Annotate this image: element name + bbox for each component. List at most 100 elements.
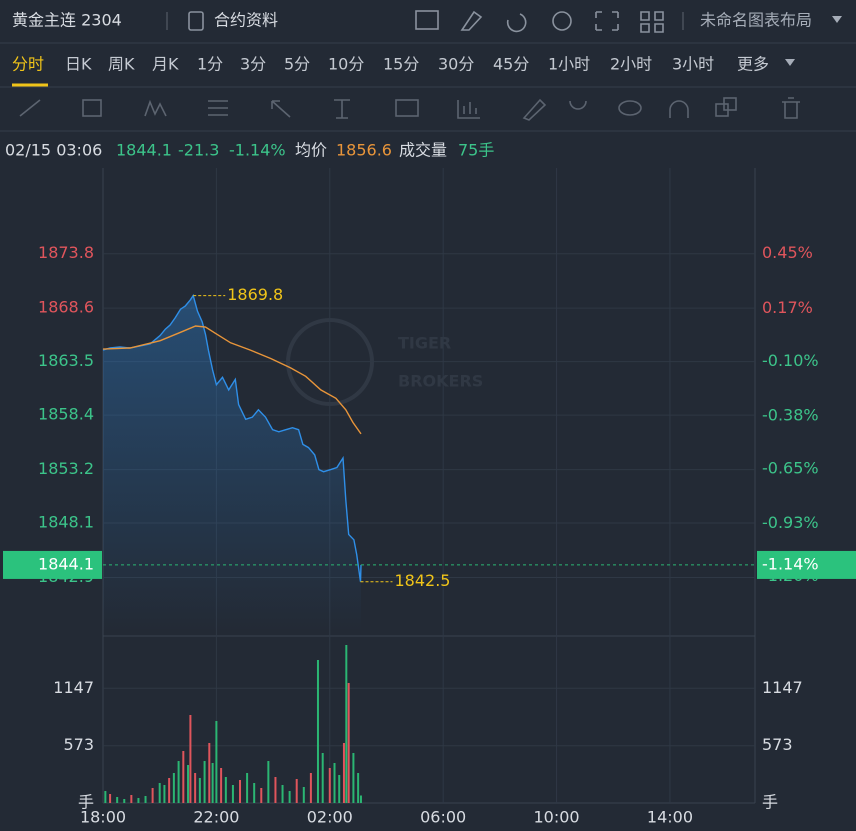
volume-bar (338, 775, 341, 803)
timeframe-tab[interactable]: 3小时 (672, 55, 714, 74)
volume-bar (215, 721, 218, 803)
volume-bar (208, 743, 211, 803)
x-tick-label: 02:00 (307, 808, 353, 827)
watermark-text: BROKERS (398, 372, 483, 391)
x-tick-label: 10:00 (534, 808, 580, 827)
icon[interactable] (460, 10, 483, 31)
y2-tick-label: 0.45% (762, 243, 813, 262)
icon[interactable] (415, 10, 439, 30)
y2-tick-label: -0.93% (762, 513, 819, 532)
timeframe-tab[interactable]: 月K (152, 55, 179, 74)
tool-icon[interactable] (334, 99, 350, 119)
tool-icon[interactable] (395, 99, 419, 117)
volume-bar (194, 773, 197, 803)
y-tick-label: 1868.6 (38, 298, 94, 317)
volume-bar (104, 791, 107, 803)
y2-tick-label: -0.38% (762, 405, 819, 424)
dropdown-arrow[interactable] (785, 59, 795, 66)
volume-bar (151, 788, 154, 803)
volume-bar (246, 773, 249, 803)
volume-bar (333, 763, 336, 803)
tool-icon[interactable] (669, 100, 689, 118)
volume-bar (288, 791, 291, 803)
y-tick-label: 1858.4 (38, 405, 94, 424)
timeframe-tab[interactable]: 5分 (284, 55, 310, 74)
top-icons (415, 10, 664, 33)
timeframe-tab[interactable]: 1小时 (548, 55, 590, 74)
instrument-title: 黄金主连 2304 (12, 11, 122, 30)
volume-unit: 手 (762, 793, 778, 812)
tool-icon[interactable] (19, 99, 41, 117)
last-pct-tag (757, 550, 856, 579)
volume-bar (177, 761, 180, 803)
tool-icon[interactable] (782, 97, 800, 119)
annotation-label: 1842.5 (394, 571, 450, 590)
timeframe-tab[interactable]: 分时 (12, 55, 44, 74)
timeframe-tab[interactable]: 周K (108, 55, 135, 74)
timeframe-tab[interactable]: 日K (65, 55, 92, 74)
tool-icon[interactable] (618, 100, 642, 116)
volume-bar (187, 765, 190, 803)
timeframe-tab[interactable]: 更多 (737, 55, 769, 74)
y-tick-label: 1873.8 (38, 243, 94, 262)
price-line (102, 293, 362, 582)
volume-bar (321, 753, 324, 803)
volume-bar (231, 785, 234, 803)
drawing-toolbar (19, 97, 800, 121)
volume-bar (309, 773, 312, 803)
volume-bar (359, 795, 362, 803)
tool-icon[interactable] (144, 99, 167, 117)
timeframe-tab[interactable]: 1分 (197, 55, 223, 74)
volume-bar (137, 798, 140, 803)
x-tick-label: 22:00 (193, 808, 239, 827)
volume-bar (267, 761, 270, 803)
x-tick-label: 14:00 (647, 808, 693, 827)
doc-icon[interactable] (188, 11, 204, 31)
info-avg: 1856.6 (336, 141, 392, 160)
icon[interactable] (640, 11, 664, 33)
tool-icon[interactable] (522, 98, 547, 121)
timeframe-tab[interactable]: 15分 (383, 55, 419, 74)
timeframe-tab[interactable]: 45分 (493, 55, 529, 74)
volume-bar (357, 773, 360, 803)
volume-bar (347, 683, 350, 803)
timeframe-tab[interactable]: 2小时 (610, 55, 652, 74)
info-volume-label: 成交量 (399, 141, 447, 160)
price-area (103, 295, 361, 632)
info-last: 1844.1 (116, 141, 172, 160)
contract-info[interactable]: 合约资料 (214, 11, 278, 30)
volume-bar (198, 778, 201, 803)
y2-tick-label: -0.65% (762, 458, 819, 477)
volume-bar (352, 753, 355, 803)
y-tick-label: 1853.2 (38, 459, 94, 478)
tool-icon[interactable] (569, 100, 587, 110)
tool-icon[interactable] (271, 100, 291, 118)
volume-bar (260, 788, 263, 803)
icon[interactable] (595, 11, 619, 31)
y-tick-label: 1863.5 (38, 351, 94, 370)
y-tick-label: 1848.1 (38, 513, 94, 532)
volume-bar (274, 777, 277, 803)
volume-tick-label: 1147 (762, 678, 803, 697)
timeframe-tab[interactable]: 30分 (438, 55, 474, 74)
average-line (102, 325, 362, 435)
dropdown-arrow[interactable] (832, 16, 842, 23)
volume-bar (163, 785, 166, 803)
icon[interactable] (506, 13, 527, 33)
tool-icon[interactable] (723, 97, 737, 111)
tool-icon[interactable] (208, 100, 228, 116)
volume-bar (203, 761, 206, 803)
last-price-label: 1844.1 (38, 554, 94, 573)
tool-icon[interactable] (82, 99, 102, 117)
info-change-pct: -1.14% (229, 141, 286, 160)
volume-unit: 手 (78, 793, 94, 812)
tool-icon[interactable] (457, 100, 480, 119)
volume-bar (123, 799, 126, 803)
layout-name[interactable]: 未命名图表布局 (700, 11, 812, 30)
timeframe-tab[interactable]: 3分 (240, 55, 266, 74)
icon[interactable] (552, 11, 572, 31)
volume-bar (220, 768, 223, 803)
volume-bar (172, 773, 175, 803)
volume-bar (144, 796, 147, 803)
timeframe-tab[interactable]: 10分 (328, 55, 364, 74)
